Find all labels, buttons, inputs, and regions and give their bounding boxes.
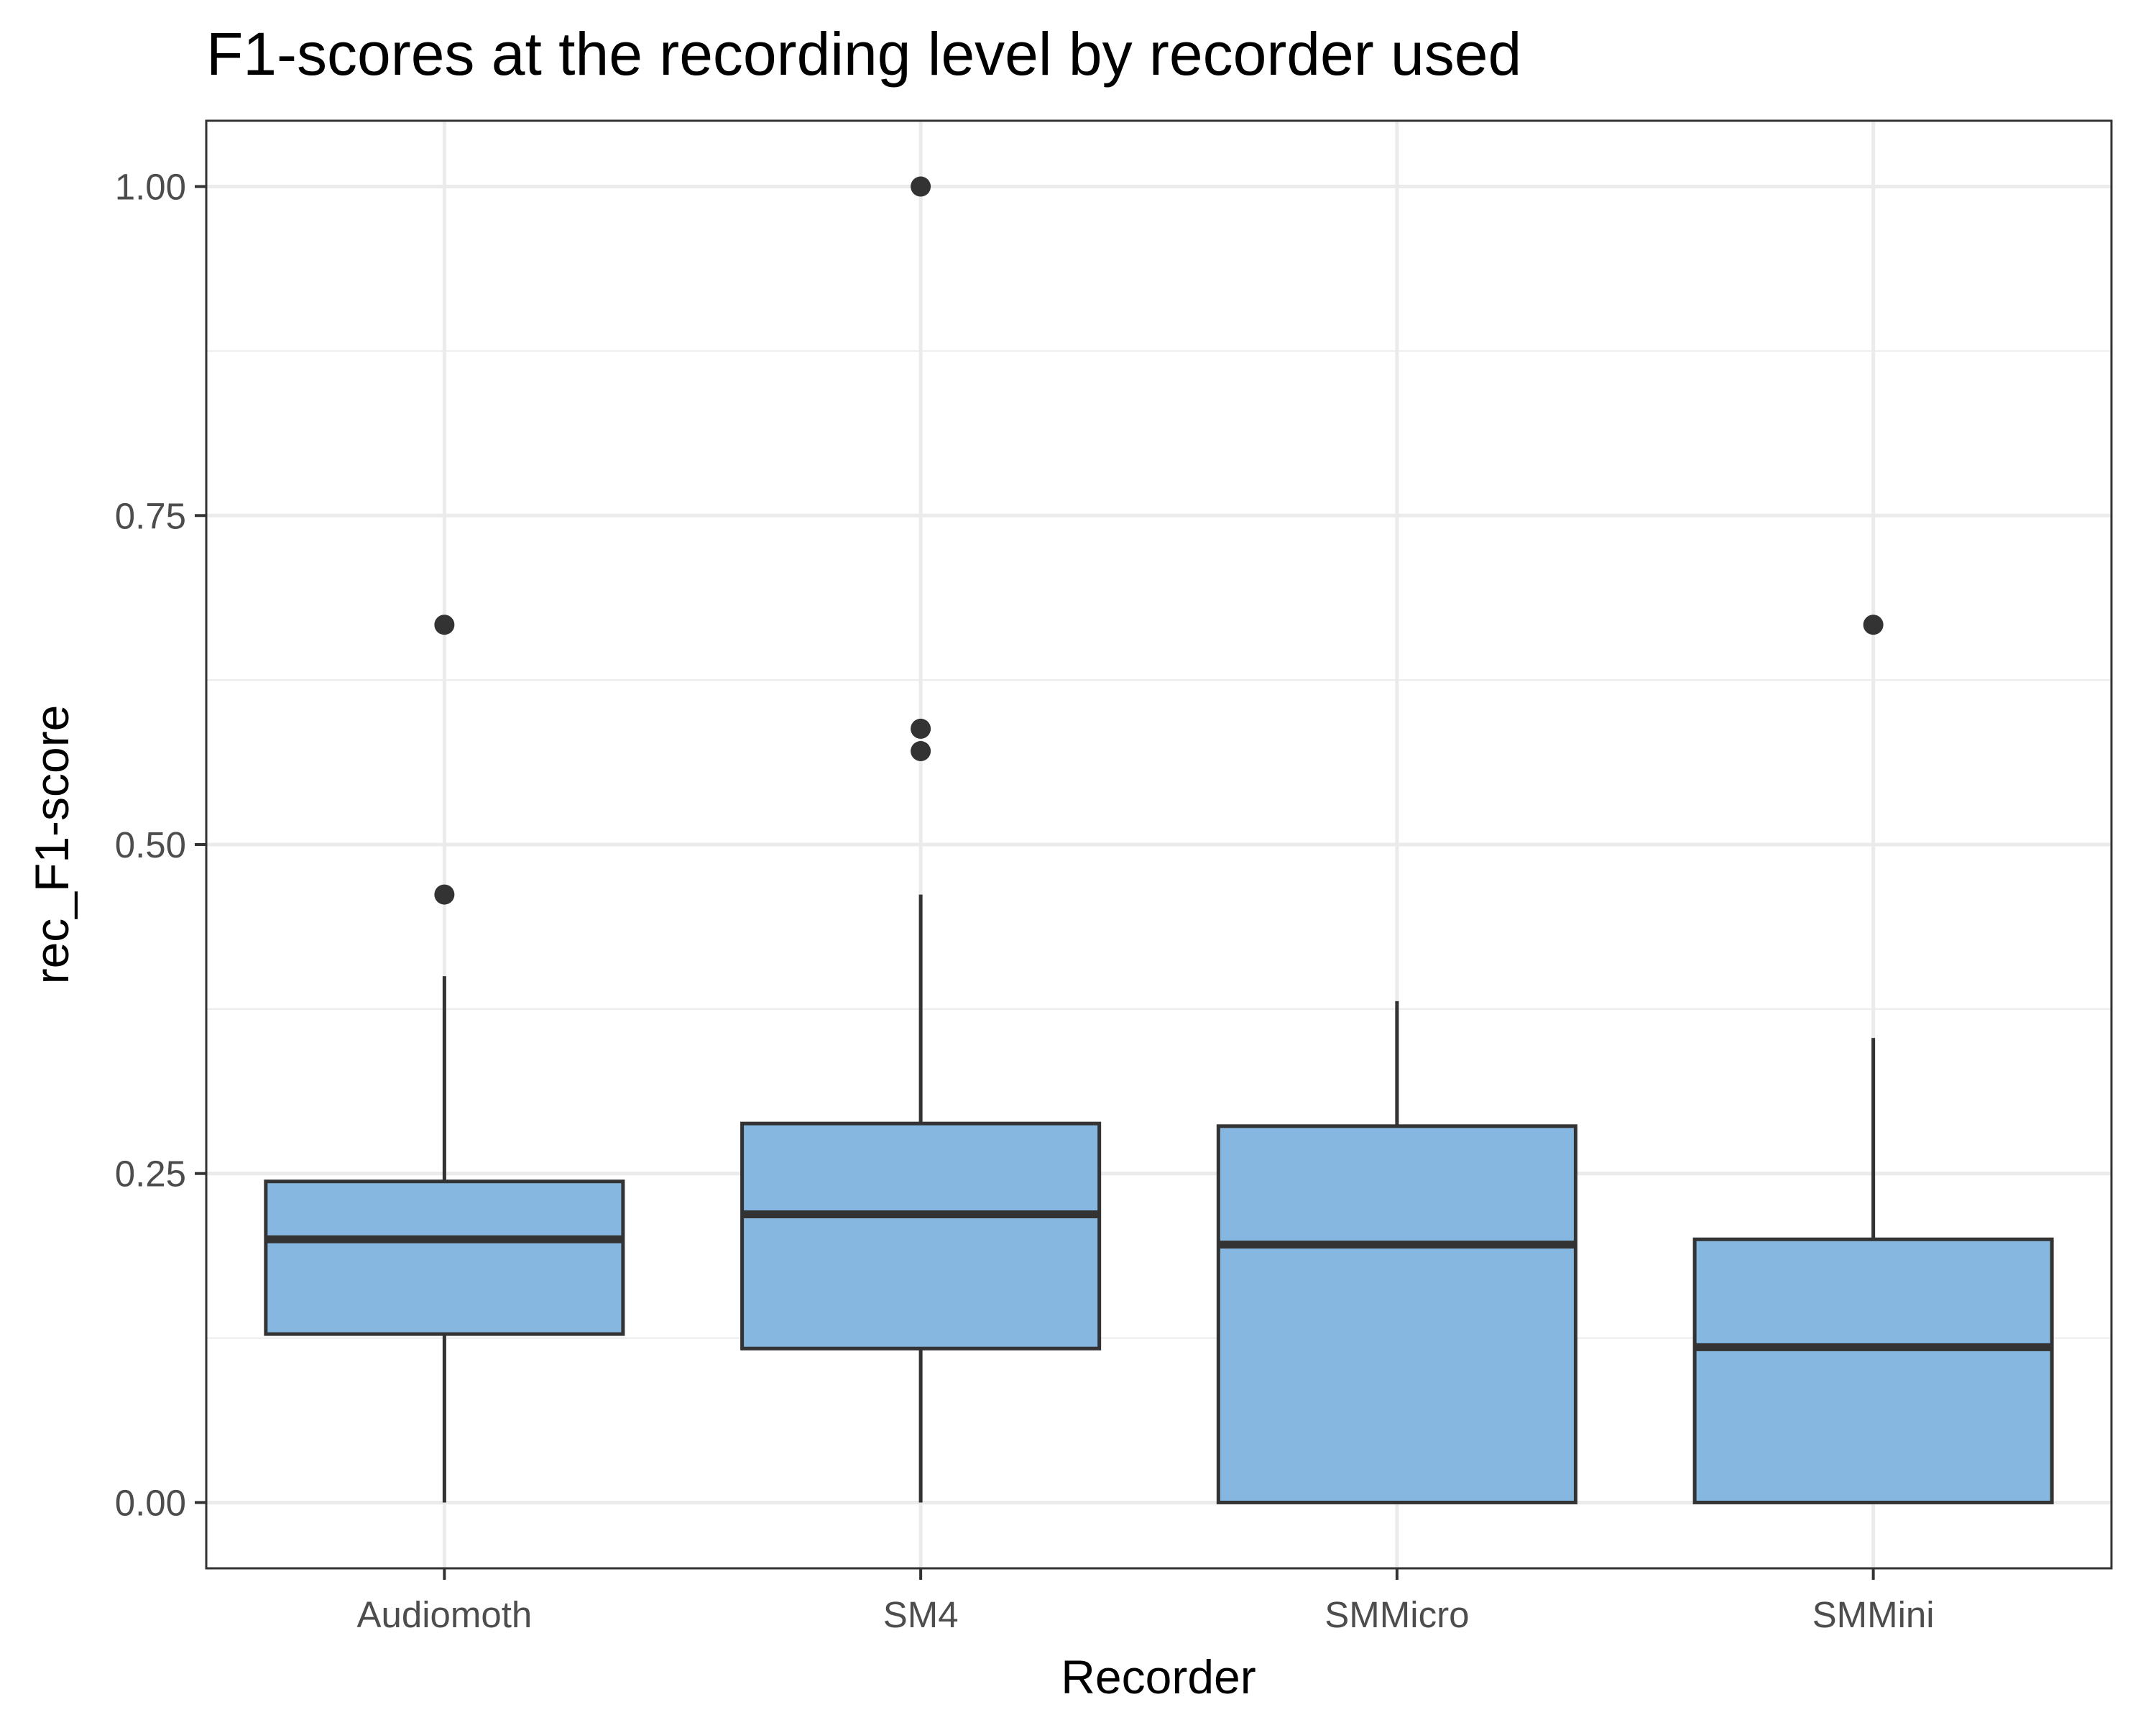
outlier-point	[911, 741, 931, 762]
iqr-box	[1216, 1124, 1577, 1504]
outlier-point	[911, 718, 931, 739]
y-tick-label: 0.50	[115, 824, 186, 865]
x-tick-label: SMMicro	[1325, 1594, 1469, 1635]
box-layer	[264, 176, 2054, 1504]
box-sm4	[740, 176, 1102, 1503]
y-tick-label: 0.25	[115, 1154, 186, 1195]
box-audiomoth	[264, 615, 625, 1503]
axis-layer: 0.00 0.25 0.50 0.75 1.00 Audiomoth SM4 SMMicro S…	[115, 167, 1935, 1635]
box-smmini	[1692, 615, 2054, 1504]
y-tick-label: 1.00	[115, 167, 186, 208]
iqr-box	[264, 1179, 625, 1336]
x-tick-label: Audiomoth	[356, 1594, 532, 1635]
chart-title: F1-scores at the recording level by reco…	[206, 20, 1521, 88]
iqr-box	[740, 1121, 1102, 1351]
y-tick-label: 0.75	[115, 495, 186, 536]
iqr-box	[1692, 1237, 2054, 1504]
x-tick-label: SMMini	[1812, 1594, 1935, 1635]
y-tick-label: 0.00	[115, 1482, 186, 1523]
outlier-point	[434, 615, 455, 635]
outlier-point	[1863, 615, 1884, 635]
x-tick-label: SM4	[883, 1594, 959, 1635]
x-axis-title: Recorder	[1061, 1650, 1256, 1703]
box-smmicro	[1216, 1000, 1577, 1504]
outlier-point	[434, 884, 455, 905]
outlier-point	[911, 176, 931, 197]
y-axis-title: rec_F1-score	[25, 705, 78, 985]
